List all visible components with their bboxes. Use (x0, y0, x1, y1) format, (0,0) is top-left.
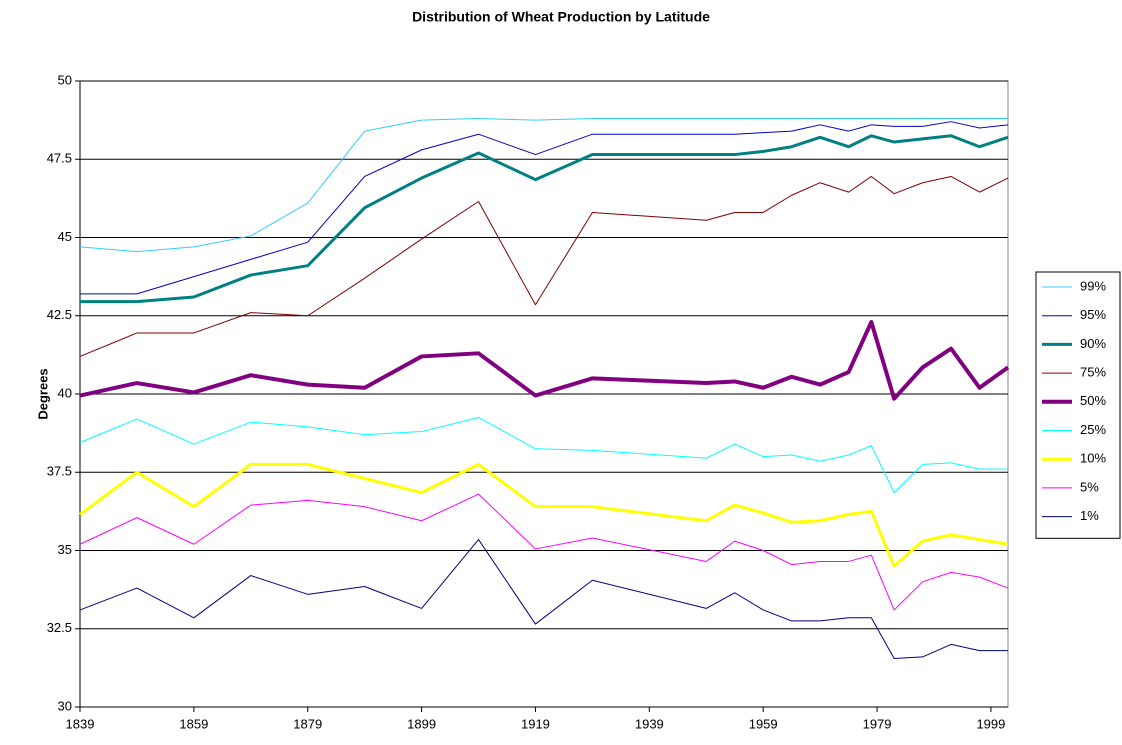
chart-title: Distribution of Wheat Production by Lati… (412, 9, 710, 25)
legend-label: 50% (1080, 393, 1106, 408)
y-tick-label: 45 (58, 229, 72, 244)
y-tick-label: 50 (58, 72, 72, 87)
x-tick-label: 1919 (521, 716, 550, 731)
series-line (79, 493, 1009, 611)
y-tick-label: 42.5 (47, 307, 72, 322)
legend-label: 25% (1080, 422, 1106, 437)
legend-label: 1% (1080, 508, 1099, 523)
y-tick-label: 40 (58, 385, 72, 400)
series-line (80, 121, 1009, 295)
series-line (79, 175, 1009, 357)
x-tick-label: 1839 (66, 716, 95, 731)
x-tick-label: 1939 (635, 716, 664, 731)
y-tick-label: 37.5 (47, 464, 72, 479)
x-tick-label: 1979 (863, 716, 892, 731)
series-line (79, 118, 1008, 253)
series-line (79, 416, 1008, 494)
legend-box (1035, 271, 1121, 539)
series-line (80, 134, 1009, 304)
legend-label: 10% (1080, 451, 1106, 466)
legend-label: 5% (1080, 479, 1099, 494)
x-tick-label: 1959 (749, 716, 778, 731)
series-line (79, 320, 1010, 401)
legend-label: 95% (1080, 307, 1106, 322)
y-axis-title: Degrees (35, 368, 50, 419)
y-tick-label: 32.5 (47, 620, 72, 635)
x-tick-label: 1879 (293, 716, 322, 731)
series-line (79, 539, 1008, 659)
y-tick-label: 47.5 (47, 151, 72, 166)
x-tick-label: 1999 (976, 716, 1005, 731)
legend-label: 99% (1080, 278, 1106, 293)
x-tick-label: 1859 (179, 716, 208, 731)
y-tick-label: 35 (58, 542, 72, 557)
series-line (79, 462, 1009, 568)
legend-label: 75% (1080, 365, 1106, 380)
x-tick-label: 1899 (407, 716, 436, 731)
y-tick-label: 30 (58, 698, 72, 713)
legend-label: 90% (1080, 336, 1106, 351)
